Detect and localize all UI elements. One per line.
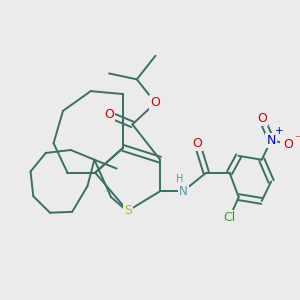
Text: H: H	[176, 174, 184, 184]
Text: Cl: Cl	[224, 211, 236, 224]
Text: ⁻: ⁻	[294, 135, 300, 145]
Text: O: O	[192, 137, 202, 150]
Text: N: N	[266, 134, 276, 147]
Text: +: +	[274, 126, 283, 136]
Text: O: O	[151, 96, 160, 110]
Text: O: O	[284, 138, 294, 151]
Text: O: O	[104, 108, 114, 121]
Text: N: N	[179, 185, 188, 198]
Text: O: O	[257, 112, 267, 125]
Text: S: S	[124, 205, 132, 218]
